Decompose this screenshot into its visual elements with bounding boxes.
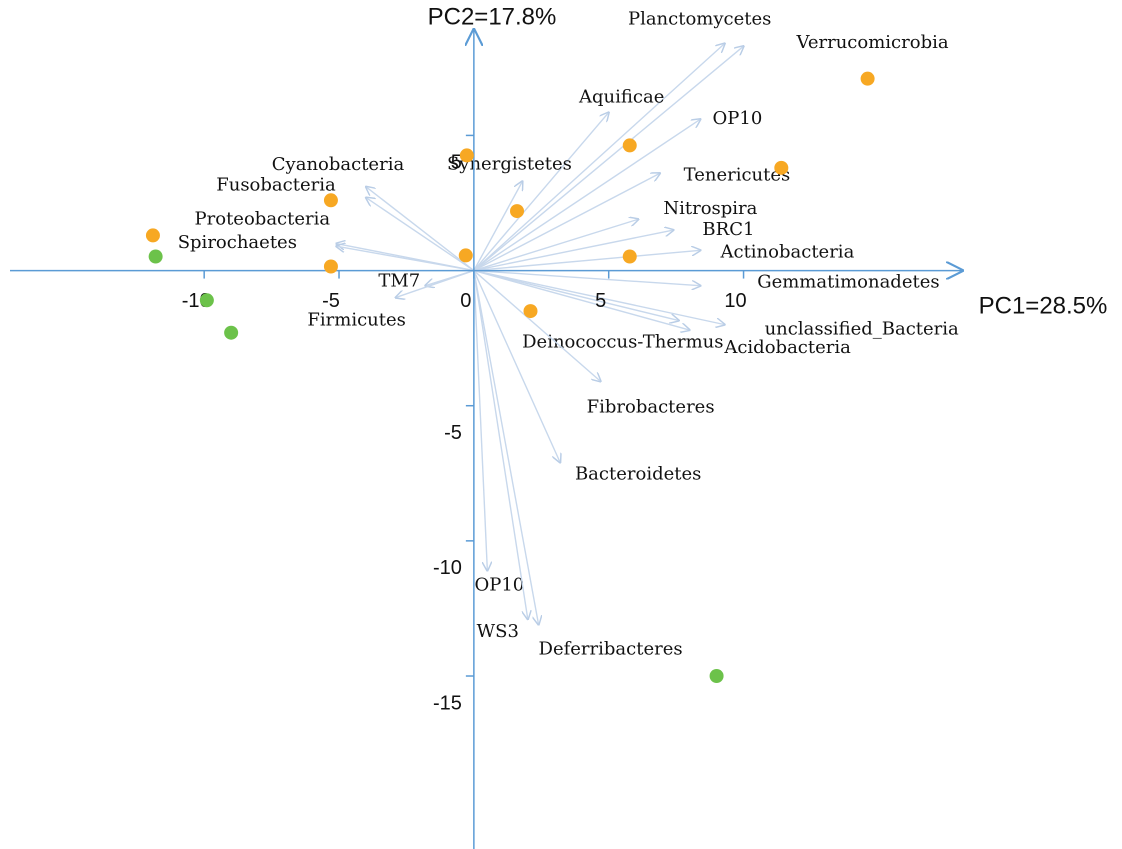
loading-label: Deferribacteres bbox=[539, 639, 683, 660]
y-tick-label: -10 bbox=[433, 557, 462, 579]
loading-label: Planctomycetes bbox=[628, 9, 771, 30]
loading-arrow bbox=[473, 181, 523, 271]
loading-label: BRC1 bbox=[702, 219, 754, 240]
loading-arrow bbox=[366, 187, 475, 272]
axes: -10 -5 0 5 10-15-10-55 bbox=[10, 30, 962, 849]
loading-label: OP10 bbox=[713, 108, 763, 129]
score-point bbox=[774, 160, 789, 175]
loading-label: Gemmatimonadetes bbox=[757, 272, 939, 293]
x-axis-label: PC1=28.5% bbox=[979, 292, 1108, 319]
score-point bbox=[860, 71, 875, 86]
loading-label: Synergistetes bbox=[447, 153, 572, 174]
loading-arrow bbox=[473, 119, 701, 272]
loading-arrow bbox=[473, 44, 725, 272]
score-point bbox=[459, 148, 474, 163]
score-point bbox=[323, 193, 338, 208]
score-point bbox=[323, 259, 338, 274]
x-tick-label: 10 bbox=[724, 290, 746, 312]
score-point bbox=[458, 248, 473, 263]
y-tick-label: 5 bbox=[451, 152, 462, 174]
loading-arrow bbox=[473, 269, 701, 286]
score-points bbox=[145, 71, 875, 684]
loading-label: Aquificae bbox=[578, 86, 664, 107]
score-point bbox=[510, 204, 525, 219]
score-point bbox=[622, 138, 637, 153]
loading-arrow bbox=[473, 270, 560, 463]
loading-arrow bbox=[473, 46, 744, 272]
loading-label: Fusobacteria bbox=[216, 175, 336, 196]
loading-arrow bbox=[396, 269, 475, 298]
y-tick-label: -5 bbox=[444, 422, 462, 444]
loading-arrow bbox=[473, 269, 725, 325]
loading-label: Verrucomicrobia bbox=[796, 32, 949, 53]
loading-arrow bbox=[473, 269, 690, 330]
loading-label: Deinococcus-Thermus bbox=[522, 332, 723, 353]
loading-arrow bbox=[473, 270, 528, 620]
loading-arrows: Planctomycetes Verrucomicrobia Aquificae OP… bbox=[178, 9, 959, 660]
loading-label: WS3 bbox=[477, 621, 519, 642]
loading-label: Tenericutes bbox=[684, 164, 791, 185]
x-tick-label: 0 bbox=[460, 290, 471, 312]
score-point bbox=[709, 669, 724, 684]
loading-arrow bbox=[473, 219, 639, 272]
loading-arrow bbox=[473, 250, 701, 272]
x-tick-label: -5 bbox=[322, 290, 340, 312]
score-point bbox=[622, 249, 637, 264]
y-axis-label: PC2=17.8% bbox=[428, 3, 557, 30]
score-point bbox=[199, 293, 214, 308]
loading-arrow bbox=[473, 112, 609, 272]
loading-arrow bbox=[473, 270, 601, 382]
y-tick-label: -15 bbox=[433, 692, 462, 714]
loading-label: Nitrospira bbox=[663, 198, 757, 219]
score-point bbox=[145, 228, 160, 243]
loading-label: Acidobacteria bbox=[723, 337, 851, 358]
loading-label: Firmicutes bbox=[307, 310, 405, 331]
loading-label: unclassified_Bacteria bbox=[765, 319, 959, 340]
loading-arrow bbox=[473, 230, 674, 272]
loading-arrow bbox=[473, 270, 487, 571]
loading-label: Spirochaetes bbox=[178, 232, 297, 253]
score-point bbox=[148, 249, 163, 264]
loading-arrow bbox=[473, 269, 679, 321]
loading-label: Proteobacteria bbox=[195, 209, 331, 230]
loading-label: Bacteroidetes bbox=[575, 463, 701, 484]
loading-arrow bbox=[473, 270, 539, 625]
score-point bbox=[224, 325, 239, 340]
loading-arrow bbox=[366, 198, 475, 272]
loading-label: Cyanobacteria bbox=[272, 154, 405, 175]
loading-label: Fibrobacteres bbox=[587, 396, 715, 417]
loading-label: OP10 bbox=[474, 575, 524, 596]
loading-arrow bbox=[336, 246, 474, 272]
score-point bbox=[523, 304, 538, 319]
loading-label: TM7 bbox=[378, 271, 420, 292]
x-tick-label: 5 bbox=[595, 290, 606, 312]
loading-label: Actinobacteria bbox=[719, 241, 854, 262]
loading-arrow bbox=[473, 173, 660, 272]
